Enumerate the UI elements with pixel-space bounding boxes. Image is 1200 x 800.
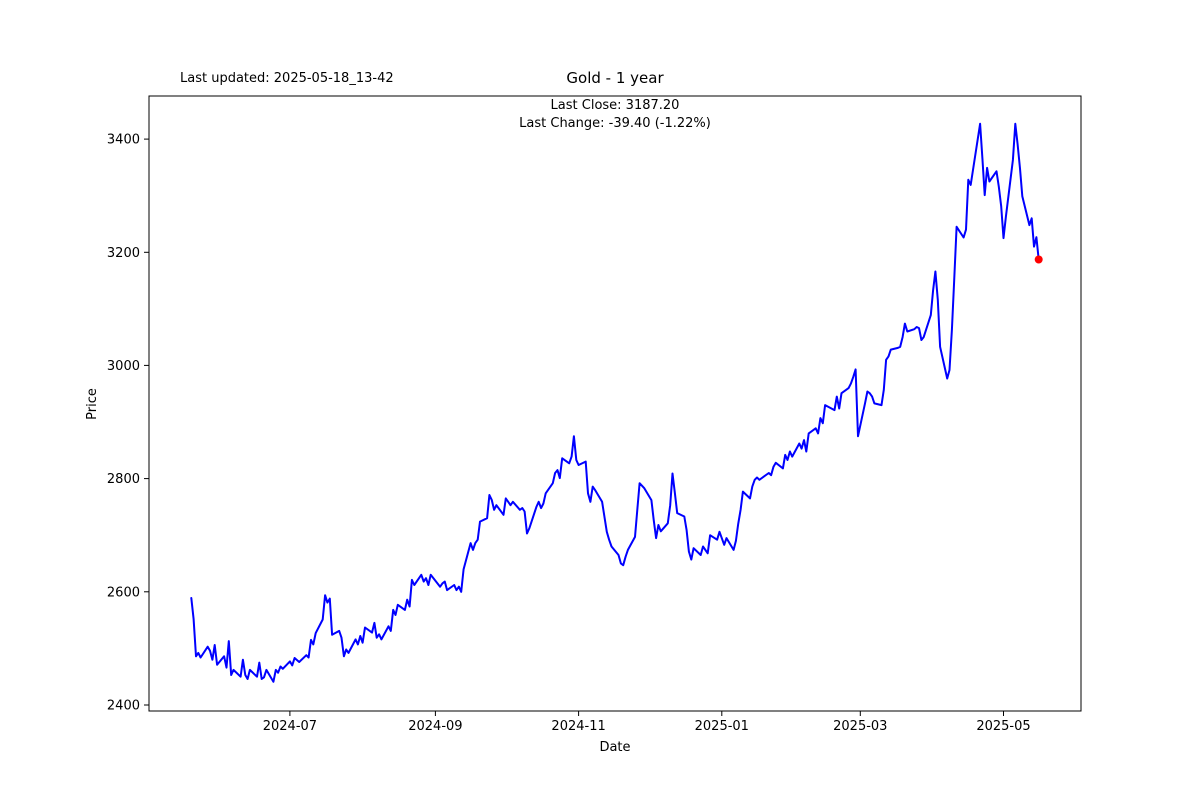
y-tick-label: 3200 xyxy=(107,246,140,261)
y-tick-label: 3400 xyxy=(107,133,140,148)
y-tick-label: 2800 xyxy=(107,472,140,487)
x-tick-label: 2025-03 xyxy=(833,719,887,734)
x-tick-label: 2024-07 xyxy=(263,719,317,734)
last-updated-text: Last updated: 2025-05-18_13-42 xyxy=(180,71,394,86)
x-axis-label: Date xyxy=(599,740,630,755)
x-axis-tick-labels: 2024-07 2024-09 2024-11 2025-01 2025-03 2025-… xyxy=(263,719,1031,734)
last-change-annotation: Last Change: -39.40 (-1.22%) xyxy=(519,116,711,131)
tick-marks xyxy=(144,138,1004,716)
last-close-marker-dot xyxy=(1034,255,1043,264)
last-close-annotation: Last Close: 3187.20 xyxy=(551,98,680,113)
x-tick-label: 2024-09 xyxy=(408,719,462,734)
plot-area-frame xyxy=(148,95,1082,712)
y-tick-label: 2400 xyxy=(107,699,140,714)
x-tick-label: 2024-11 xyxy=(551,719,605,734)
y-axis-tick-labels: 2400 2600 2800 3000 3200 3400 xyxy=(107,133,140,714)
y-tick-label: 2600 xyxy=(107,585,140,600)
y-tick-label: 3000 xyxy=(107,359,140,374)
y-axis-label: Price xyxy=(85,388,100,420)
x-tick-label: 2025-01 xyxy=(695,719,749,734)
x-tick-label: 2025-05 xyxy=(976,719,1030,734)
price-line-series xyxy=(190,122,1040,683)
chart-title: Gold - 1 year xyxy=(566,69,664,87)
